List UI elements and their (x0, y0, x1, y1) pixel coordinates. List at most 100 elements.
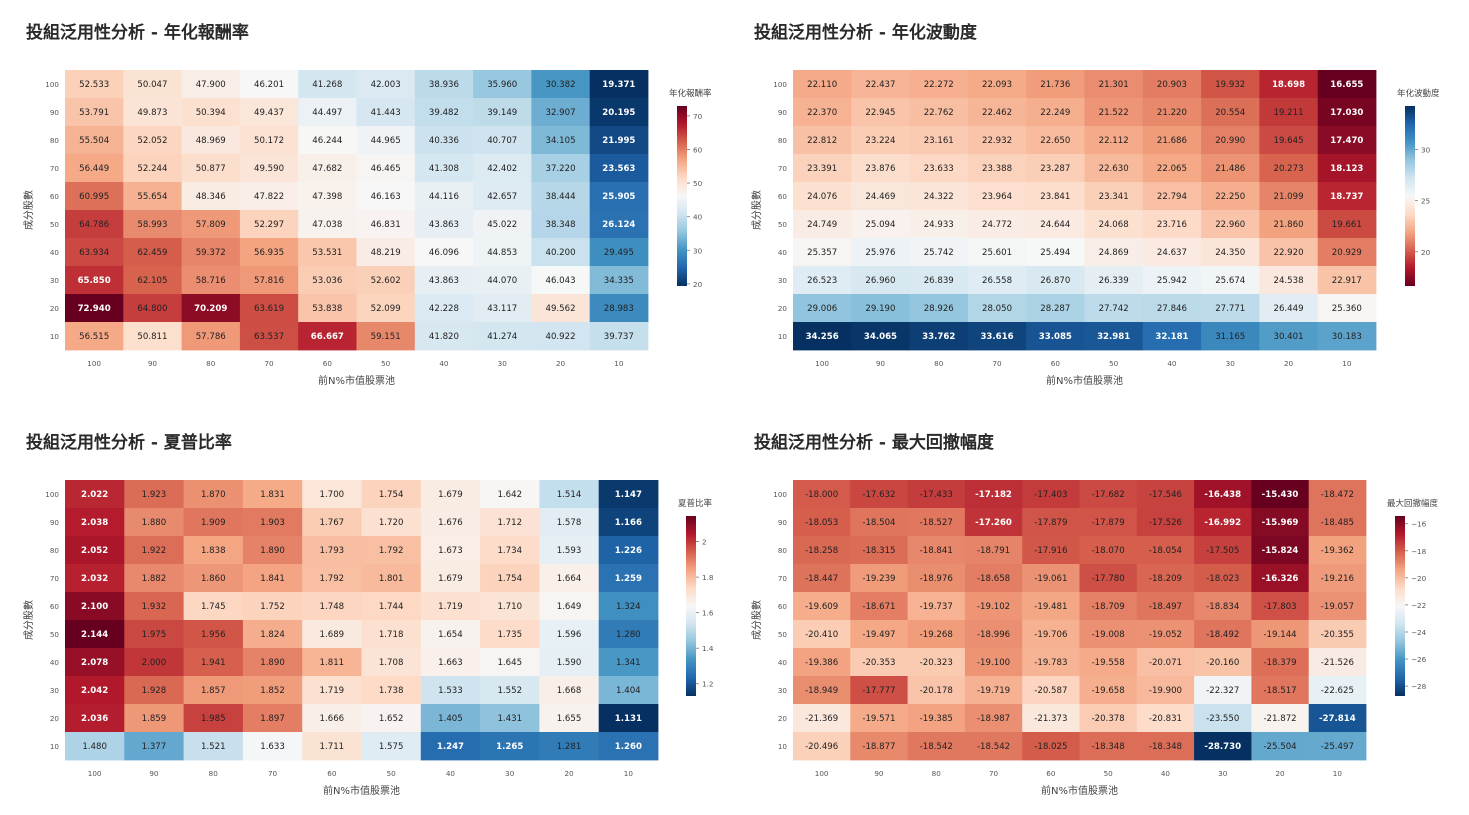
heatmap-cell (598, 620, 659, 649)
cell-value-label: 42.003 (371, 80, 401, 90)
heatmap-cell (1201, 70, 1260, 99)
heatmap-cell (964, 508, 1023, 537)
panel-max-drawdown: 投組泛用性分析 - 最大回撤幅度 -18.000 -17.632 -17.433 -1… (750, 428, 1454, 808)
cell-value-label: 49.437 (254, 108, 284, 118)
y-tick-label: 50 (50, 220, 60, 229)
cell-value-label: -18.834 (1206, 602, 1239, 612)
cell-value-label: -16.326 (1262, 574, 1299, 584)
heatmap-cell (907, 508, 966, 537)
heatmap-cell (298, 266, 357, 295)
cell-value-label: 50.811 (137, 332, 167, 342)
cell-value-label: 1.811 (320, 658, 345, 668)
heatmap-cell (1194, 564, 1252, 593)
cell-value-label: 1.852 (260, 686, 285, 696)
cell-value-label: 1.909 (201, 518, 226, 528)
heatmap-cell (420, 480, 481, 509)
cell-value-label: -16.438 (1204, 490, 1241, 500)
x-axis-label: 前N%市值股票池 (1041, 784, 1118, 797)
heatmap-cell (124, 480, 184, 509)
x-axis-label: 前N%市值股票池 (318, 374, 395, 387)
x-tick-label: 10 (624, 769, 634, 778)
y-tick-label: 90 (778, 108, 788, 117)
heatmap-cell (909, 70, 969, 99)
y-tick-label: 40 (778, 248, 788, 257)
heatmap-cell (909, 182, 969, 211)
x-tick-label: 100 (87, 359, 101, 368)
y-tick-label: 70 (50, 164, 60, 173)
cell-value-label: 32.181 (1155, 332, 1188, 342)
cell-value-label: 60.995 (79, 192, 109, 202)
cell-value-label: 1.754 (497, 574, 522, 584)
heatmap-cell (598, 648, 659, 677)
cell-value-label: 31.165 (1215, 332, 1245, 342)
cell-value-label: 1.645 (497, 658, 522, 668)
cell-value-label: 44.853 (487, 248, 517, 258)
cell-value-label: -20.378 (1092, 714, 1125, 724)
x-tick-label: 100 (815, 359, 829, 368)
cell-value-label: 22.437 (865, 80, 895, 90)
colorbar-title: 夏普比率 (678, 498, 713, 509)
heatmap-cell (183, 732, 244, 761)
heatmap-cell (361, 732, 422, 761)
colorbar (677, 106, 687, 286)
heatmap-cell (531, 294, 591, 323)
cell-value-label: 22.112 (1099, 136, 1129, 146)
cell-value-label: -17.879 (1034, 518, 1067, 528)
chart-title: 投組泛用性分析 - 年化波動度 (754, 23, 977, 43)
cell-value-label: -20.410 (805, 630, 838, 640)
heatmap-cell (793, 480, 851, 509)
cell-value-label: -17.505 (1206, 546, 1239, 556)
heatmap-cell (1022, 536, 1080, 565)
heatmap-cell (123, 182, 182, 211)
y-tick-label: 10 (778, 742, 788, 751)
heatmap-cell (909, 98, 969, 127)
cell-value-label: -18.976 (920, 574, 953, 584)
heatmap-cell (598, 676, 659, 705)
heatmap-cell (1079, 704, 1138, 733)
cell-value-label: 28.050 (982, 304, 1012, 314)
heatmap-cell (239, 322, 299, 351)
cell-value-label: -20.496 (805, 742, 838, 752)
cell-value-label: 44.965 (371, 136, 401, 146)
heatmap-cell (302, 648, 362, 677)
heatmap-cell (414, 266, 474, 295)
cell-value-label: 19.645 (1274, 136, 1304, 146)
y-tick-label: 70 (50, 574, 60, 583)
cell-value-label: 50.877 (196, 164, 226, 174)
cell-value-label: 22.110 (807, 80, 837, 90)
cell-value-label: -25.497 (1321, 742, 1354, 752)
cell-value-label: -27.814 (1319, 714, 1356, 724)
x-tick-label: 70 (268, 769, 278, 778)
cell-value-label: -19.061 (1034, 574, 1067, 584)
colorbar (1405, 106, 1415, 286)
heatmap-cell (1194, 732, 1252, 761)
cell-value-label: -22.625 (1321, 686, 1354, 696)
heatmap-cell (1084, 154, 1144, 183)
heatmap-cell (851, 182, 910, 211)
heatmap-cell (1079, 676, 1138, 705)
cell-value-label: 24.933 (924, 220, 954, 230)
heatmap-cell (65, 620, 125, 649)
cell-value-label: 33.616 (980, 332, 1013, 342)
heatmap-cell (793, 592, 851, 621)
heatmap-cell (793, 238, 852, 267)
cell-value-label: 38.936 (429, 80, 459, 90)
cell-value-label: 24.644 (1040, 220, 1070, 230)
cell-value-label: 24.772 (982, 220, 1012, 230)
cell-value-label: 1.521 (201, 742, 226, 752)
heatmap-cell (480, 704, 540, 733)
heatmap-cell (480, 536, 540, 565)
colorbar (1395, 516, 1405, 696)
y-tick-label: 10 (50, 742, 60, 751)
heatmap-cell (598, 732, 659, 761)
heatmap-cell (1259, 266, 1319, 295)
cell-value-label: 41.443 (371, 108, 401, 118)
colorbar-tick-label: −18 (1411, 547, 1427, 556)
heatmap-cell (65, 238, 124, 267)
cell-value-label: -18.791 (977, 546, 1010, 556)
heatmap-cell (589, 294, 649, 323)
colorbar-tick-label: 1.8 (702, 573, 714, 582)
cell-value-label: 30.382 (546, 80, 576, 90)
cell-value-label: -18.000 (805, 490, 838, 500)
cell-value-label: 26.523 (807, 276, 837, 286)
